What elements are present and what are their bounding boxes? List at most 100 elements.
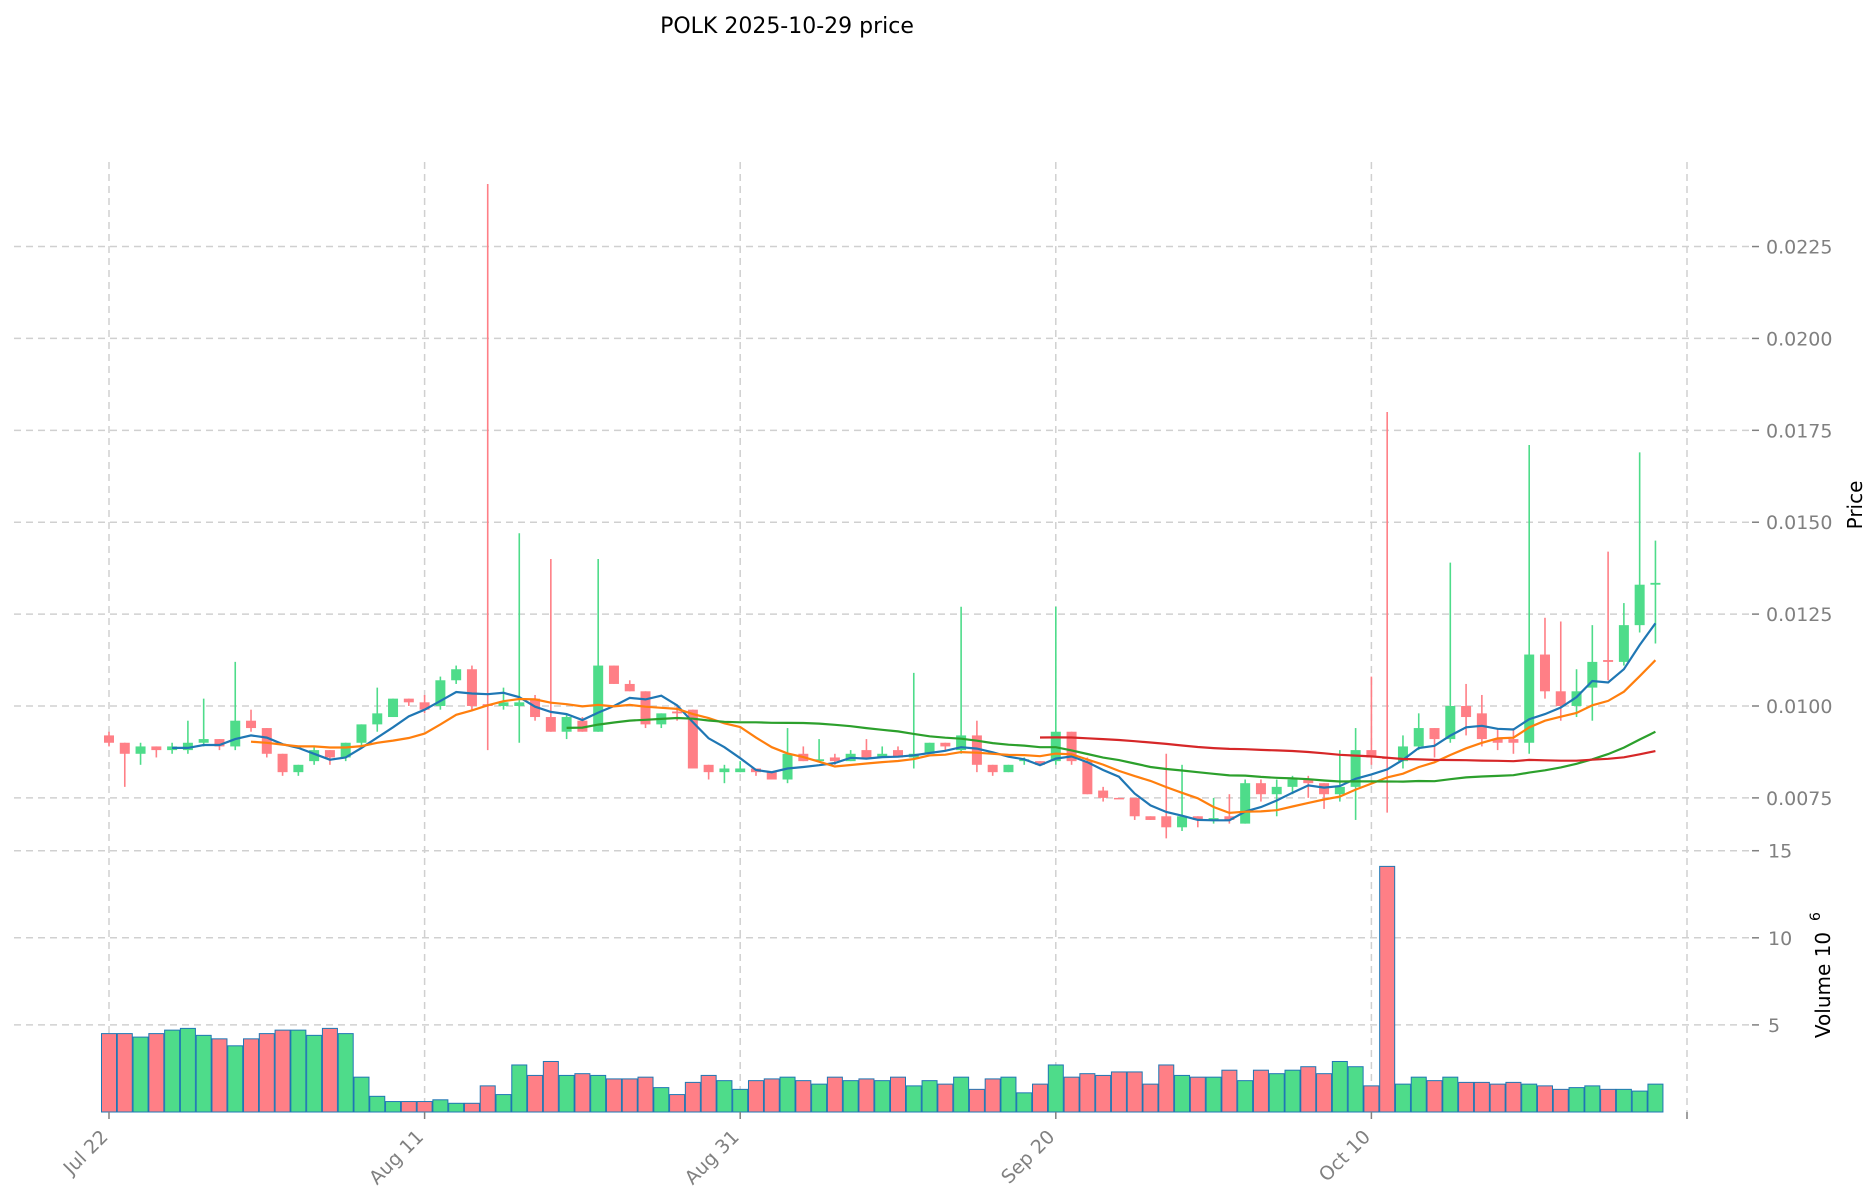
x-tick-label: Jul 22 <box>59 1126 113 1180</box>
candle-down <box>261 728 272 754</box>
volume-bar <box>353 1076 370 1113</box>
volume-bar <box>1079 1073 1096 1113</box>
candle-up <box>135 746 146 754</box>
volume-bar <box>1379 865 1396 1113</box>
volume-bars <box>101 865 1664 1113</box>
candle-down <box>1098 790 1109 798</box>
volume-bar <box>1142 1083 1159 1113</box>
volume-bar <box>290 1029 307 1113</box>
candle-down <box>640 691 651 725</box>
volume-bar <box>1189 1076 1206 1113</box>
mav-line-5 <box>172 622 1657 822</box>
price-tick-label: 0.0175 <box>1766 420 1832 442</box>
candle-up <box>1618 625 1629 662</box>
volume-bar <box>826 1076 843 1113</box>
volume-bar <box>669 1094 686 1113</box>
volume-axis-label: Volume 10 6 <box>1808 912 1835 1038</box>
candle-down <box>214 739 225 747</box>
candle-up <box>451 669 462 681</box>
candle-down <box>1129 797 1140 817</box>
volume-bar <box>1032 1083 1049 1113</box>
volume-bar <box>984 1078 1001 1113</box>
volume-bar <box>637 1076 654 1113</box>
volume-bar <box>905 1085 922 1113</box>
volume-bar <box>274 1029 291 1113</box>
volume-bar <box>1552 1088 1569 1113</box>
candle-down <box>545 717 556 732</box>
volume-bar <box>258 1033 275 1113</box>
candle-down <box>766 772 777 780</box>
volume-bar <box>432 1099 449 1113</box>
candle-up <box>735 768 746 773</box>
mav-line-10 <box>250 659 1657 815</box>
volume-tick-label: 5 <box>1768 1015 1780 1037</box>
mav-line-30 <box>566 716 1656 783</box>
x-tick-label: Aug 11 <box>365 1126 428 1189</box>
candle-up <box>1445 706 1456 740</box>
candle-down <box>1066 731 1077 762</box>
volume-bar <box>763 1078 780 1113</box>
candle-down <box>1492 739 1503 743</box>
candle-up <box>956 735 967 751</box>
candle-down <box>1255 783 1266 795</box>
candle-down <box>1224 816 1235 820</box>
volume-bar <box>1095 1074 1112 1113</box>
volume-bar <box>653 1087 670 1113</box>
candle-down <box>672 711 683 714</box>
volume-bar <box>747 1080 764 1113</box>
volume-bar <box>1631 1090 1648 1113</box>
candle-up <box>814 759 825 762</box>
volume-bar <box>1268 1073 1285 1113</box>
volume-bar <box>195 1034 212 1113</box>
candle-up <box>1287 779 1298 787</box>
candle-down <box>151 746 162 751</box>
candle-up <box>782 753 793 780</box>
volume-bar <box>1505 1081 1522 1113</box>
price-tick-label: 0.0075 <box>1766 788 1832 810</box>
volume-bar <box>1647 1083 1664 1113</box>
volume-bar <box>1300 1066 1317 1113</box>
x-tick-label: Sep 20 <box>997 1126 1059 1188</box>
candle-down <box>1161 816 1172 828</box>
candle-down <box>419 702 430 710</box>
price-tick-label: 0.0150 <box>1766 512 1832 534</box>
candle-up <box>1524 654 1535 743</box>
volume-bar <box>1489 1083 1506 1113</box>
volume-bar <box>1221 1069 1238 1113</box>
volume-bar <box>1174 1074 1191 1113</box>
volume-bar <box>385 1101 402 1113</box>
volume-bar <box>148 1033 165 1113</box>
volume-bar <box>700 1074 717 1113</box>
volume-bar <box>1284 1069 1301 1113</box>
volume-bar <box>1063 1076 1080 1113</box>
candle-up <box>1634 584 1645 626</box>
candle-down <box>119 742 130 754</box>
candle-down <box>624 683 635 692</box>
candle-up <box>293 764 304 773</box>
grid <box>14 162 1752 1112</box>
volume-bar <box>1458 1081 1475 1113</box>
candle-up <box>435 680 446 706</box>
candle-down <box>608 665 619 684</box>
volume-bar <box>132 1036 149 1113</box>
candle-up <box>230 720 241 747</box>
volume-bar <box>1442 1076 1459 1113</box>
volume-bar <box>1237 1080 1254 1113</box>
volume-bar <box>116 1033 133 1113</box>
volume-tick-label: 10 <box>1768 928 1792 950</box>
candle-down <box>987 764 998 773</box>
volume-bar <box>605 1078 622 1113</box>
candle-down <box>403 698 414 703</box>
candle-down <box>1555 691 1566 706</box>
candle-down <box>1192 816 1203 820</box>
candle-down <box>277 753 288 773</box>
volume-bar <box>1110 1071 1127 1113</box>
candle-down <box>104 735 114 743</box>
volume-bar <box>448 1102 465 1113</box>
price-tick-label: 0.0100 <box>1766 696 1832 718</box>
price-axis-label: Price <box>1843 481 1867 530</box>
volume-bar <box>164 1029 181 1113</box>
volume-bar <box>337 1033 354 1113</box>
candle-down <box>1539 654 1550 692</box>
